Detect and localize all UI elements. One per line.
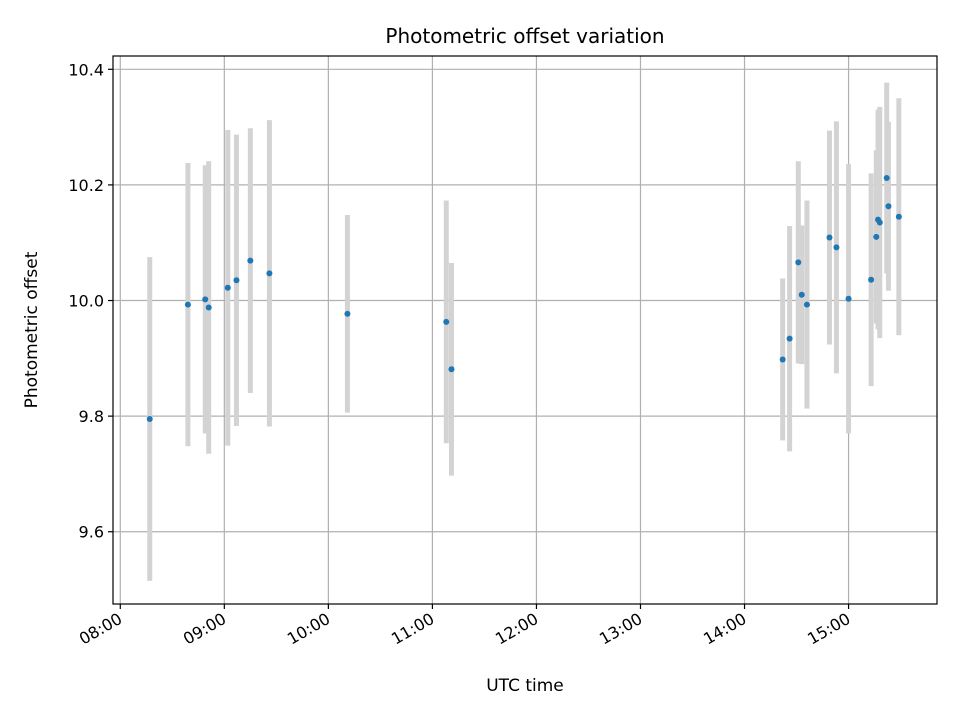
data-points <box>146 174 902 423</box>
data-point <box>795 259 802 266</box>
y-axis-ticks: 9.6 9.8 10.0 10.2 10.4 <box>68 60 113 542</box>
data-point <box>146 416 153 423</box>
data-point <box>202 296 209 303</box>
data-point <box>205 304 212 311</box>
plot-frame <box>112 55 938 605</box>
data-point <box>779 356 786 363</box>
data-point <box>883 174 890 181</box>
data-point <box>895 213 902 220</box>
data-point <box>845 295 852 302</box>
data-point <box>443 318 450 325</box>
data-point <box>826 234 833 241</box>
data-point <box>798 291 805 298</box>
data-point <box>448 366 455 373</box>
data-point <box>233 277 240 284</box>
data-point <box>803 301 810 308</box>
data-point <box>786 335 793 342</box>
data-point <box>833 244 840 251</box>
y-tick-label: 9.6 <box>79 523 104 542</box>
data-point <box>224 284 231 291</box>
y-axis-label: Photometric offset <box>22 251 42 408</box>
data-point <box>344 310 351 317</box>
y-tick-label: 10.4 <box>68 60 104 79</box>
chart-title: Photometric offset variation <box>385 24 664 48</box>
data-point <box>184 301 191 308</box>
data-point <box>876 219 883 226</box>
data-point <box>868 276 875 283</box>
x-axis-label: UTC time <box>486 676 564 696</box>
data-point <box>885 203 892 210</box>
y-tick-label: 9.8 <box>79 407 104 426</box>
data-point <box>266 270 273 277</box>
y-tick-label: 10.2 <box>68 176 104 195</box>
data-point <box>247 257 254 264</box>
y-tick-label: 10.0 <box>68 292 104 311</box>
data-point <box>873 233 880 240</box>
